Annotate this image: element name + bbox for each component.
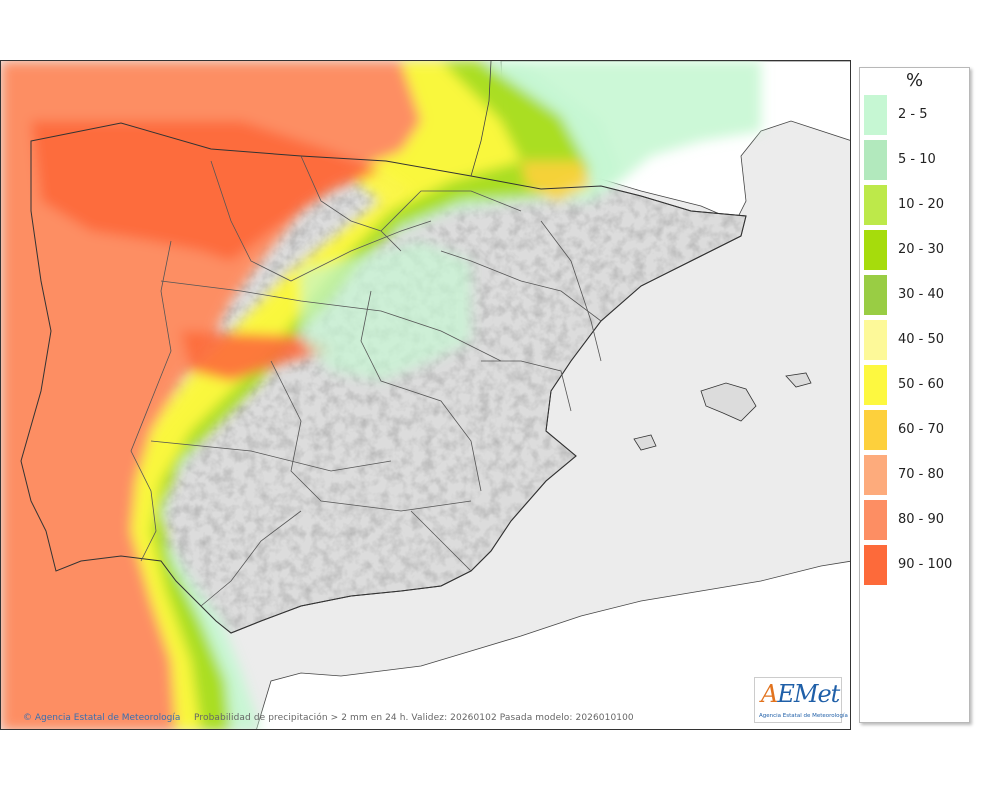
legend-item: 80 - 90 (864, 500, 968, 540)
aemet-logo-subtitle: Agencia Estatal de Meteorología (759, 713, 848, 719)
legend-label: 50 - 60 (898, 377, 945, 392)
agency-credit-text: Agencia Estatal de Meteorología (34, 713, 181, 723)
legend-panel: % 2 - 5 5 - 10 10 - 20 20 - 30 30 - 40 40 - 5… (859, 67, 970, 723)
legend-label: 70 - 80 (898, 467, 945, 482)
map-caption: Probabilidad de precipitación > 2 mm en … (194, 713, 634, 723)
legend-item: 70 - 80 (864, 455, 968, 495)
legend-swatch (864, 410, 887, 450)
france-coast (470, 61, 492, 177)
africa-land (256, 560, 850, 729)
legend-item: 90 - 100 (864, 545, 968, 585)
aemet-logo-wordmark: AEMet (761, 680, 840, 708)
agency-credit: © Agencia Estatal de Meteorología (23, 713, 181, 723)
probability-field (1, 61, 761, 729)
legend-swatch (864, 140, 887, 180)
legend-item: 20 - 30 (864, 230, 968, 270)
legend-label: 40 - 50 (898, 332, 945, 347)
legend-label: 30 - 40 (898, 287, 945, 302)
legend-item: 2 - 5 (864, 95, 968, 135)
legend-swatch (864, 365, 887, 405)
legend-label: 90 - 100 (898, 557, 953, 572)
map-canvas (1, 61, 850, 729)
legend-item: 40 - 50 (864, 320, 968, 360)
legend-label: 80 - 90 (898, 512, 945, 527)
legend-swatch (864, 185, 887, 225)
legend-swatch (864, 230, 887, 270)
legend-swatch (864, 275, 887, 315)
ibiza-island (633, 434, 657, 451)
aemet-logo: AEMet Agencia Estatal de Meteorología (754, 677, 848, 723)
legend-swatch (864, 500, 887, 540)
legend-item: 50 - 60 (864, 365, 968, 405)
legend-title: % (905, 70, 924, 91)
legend-item: 60 - 70 (864, 410, 968, 450)
legend-label: 20 - 30 (898, 242, 945, 257)
regional-borders (130, 155, 602, 607)
legend-swatch (864, 320, 887, 360)
menorca-island (785, 372, 812, 388)
legend-swatch (864, 545, 887, 585)
precipitation-probability-map: © Agencia Estatal de Meteorología Probab… (0, 60, 851, 730)
legend-item: 30 - 40 (864, 275, 968, 315)
legend-swatch (864, 95, 887, 135)
legend-item: 5 - 10 (864, 140, 968, 180)
mallorca-island (700, 382, 757, 422)
coastline (20, 122, 747, 634)
legend-swatch (864, 455, 887, 495)
legend-label: 5 - 10 (898, 152, 936, 167)
legend-label: 10 - 20 (898, 197, 945, 212)
legend-item: 10 - 20 (864, 185, 968, 225)
legend-label: 60 - 70 (898, 422, 945, 437)
legend-label: 2 - 5 (898, 107, 928, 122)
